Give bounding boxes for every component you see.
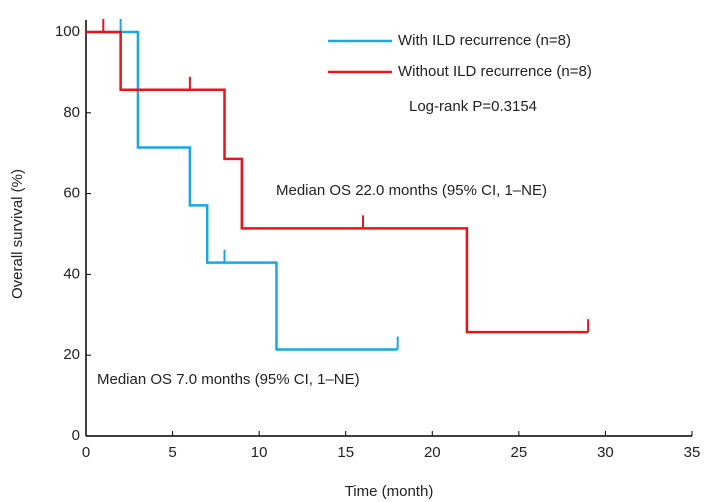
y-tick-label: 100 [55, 23, 80, 40]
y-tick-label: 0 [72, 427, 80, 444]
x-tick-label: 5 [168, 444, 176, 461]
y-tick-label: 20 [63, 346, 80, 363]
x-tick-label: 10 [251, 444, 268, 461]
x-tick-label: 35 [684, 444, 701, 461]
y-tick-label: 80 [63, 104, 80, 121]
y-axis-label: Overall survival (%) [9, 169, 26, 299]
legend-label: With ILD recurrence (n=8) [398, 32, 571, 49]
x-tick-label: 20 [424, 444, 441, 461]
x-axis-label: Time (month) [345, 483, 434, 500]
annotation: Log-rank P=0.3154 [409, 98, 537, 115]
x-tick-label: 15 [337, 444, 354, 461]
y-tick-label: 60 [63, 185, 80, 202]
x-tick-label: 30 [597, 444, 614, 461]
x-tick-label: 25 [511, 444, 528, 461]
survival-curve [86, 30, 589, 334]
annotation: Median OS 7.0 months (95% CI, 1–NE) [97, 371, 360, 388]
x-tick-label: 0 [82, 444, 90, 461]
y-tick-label: 40 [63, 265, 80, 282]
annotation: Median OS 22.0 months (95% CI, 1–NE) [276, 182, 547, 199]
legend-label: Without ILD recurrence (n=8) [398, 63, 592, 80]
